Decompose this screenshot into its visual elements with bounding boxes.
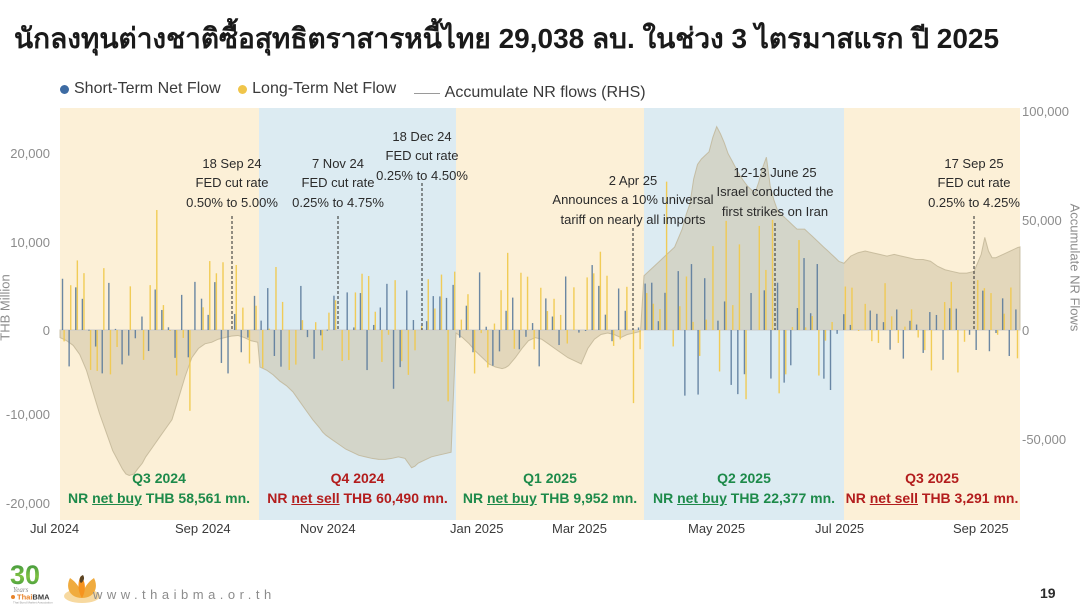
svg-text:Thai Bond Market Association: Thai Bond Market Association: [13, 601, 53, 605]
